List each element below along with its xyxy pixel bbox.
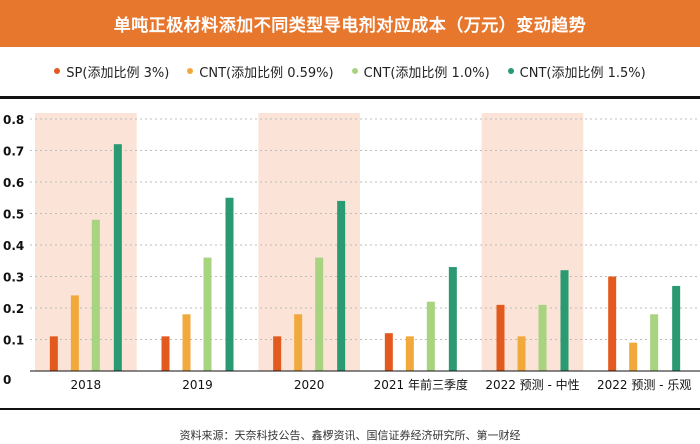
chart-title: 单吨正极材料添加不同类型导电剂对应成本（万元）变动趋势 [113, 16, 587, 36]
x-tick-label: 2022 预测 - 乐观 [597, 378, 691, 392]
legend-label: CNT(添加比例 1.0%) [363, 65, 490, 81]
bar [496, 304, 505, 371]
bar [273, 336, 282, 371]
legend-item: CNT(添加比例 0.59%) [187, 62, 334, 81]
y-tick-label: 0.2 [3, 302, 24, 316]
bar [161, 336, 170, 371]
x-tick-label: 2021 年前三季度 [374, 377, 468, 392]
legend-item: CNT(添加比例 1.5%) [507, 62, 646, 81]
legend-marker [507, 68, 514, 74]
bar [560, 270, 569, 371]
bar [49, 336, 58, 371]
chart-title-banner: 单吨正极材料添加不同类型导电剂对应成本（万元）变动趋势 [0, 0, 700, 47]
bar [225, 197, 234, 371]
legend-item: CNT(添加比例 1.0%) [351, 62, 490, 81]
bar [629, 342, 638, 371]
bar [448, 267, 457, 371]
legend-label: CNT(添加比例 1.5%) [519, 65, 646, 81]
bar [405, 336, 414, 371]
y-tick-label: 0.5 [3, 208, 24, 222]
y-tick-label: 0.1 [3, 334, 24, 348]
legend-label: CNT(添加比例 0.59%) [199, 65, 334, 81]
bar [182, 314, 191, 371]
bar [294, 314, 303, 371]
source-note: 资料来源：天奈科技公告、鑫椤资讯、国信证券经济研究所、第一财经 [179, 429, 521, 442]
bar [384, 333, 393, 371]
bar [315, 257, 324, 371]
x-tick-label: 2020 [294, 378, 325, 392]
bar [608, 276, 617, 371]
y-tick-label: 0.3 [3, 271, 24, 285]
legend-marker [54, 68, 61, 74]
legend-marker [187, 68, 194, 74]
legend: SP(添加比例 3%) CNT(添加比例 0.59%) CNT(添加比例 1.0%)… [0, 58, 700, 84]
x-tick-label: 2018 [71, 378, 102, 392]
legend-marker [351, 68, 358, 74]
y-tick-label: 0.7 [3, 145, 24, 159]
bar [517, 336, 526, 371]
bar [672, 285, 681, 371]
bar [337, 200, 346, 371]
x-tick-label: 2022 预测 - 中性 [485, 377, 579, 392]
bar [203, 257, 212, 371]
bar [426, 301, 435, 371]
bar [650, 314, 659, 371]
bar [113, 144, 122, 371]
bar-chart: 0 0.1 0.2 0.3 0.4 0.5 0.6 0.7 0.8 2018 2019 2020 202… [0, 113, 700, 410]
legend-label: SP(添加比例 3%) [66, 65, 170, 81]
bar [91, 219, 100, 371]
y-tick-label: 0.8 [3, 113, 24, 127]
x-tick-label: 2019 [182, 378, 213, 392]
y-tick-label: 0.6 [3, 176, 24, 190]
bar [538, 304, 547, 371]
y-tick-label: 0 [3, 373, 11, 387]
legend-item: SP(添加比例 3%) [54, 62, 169, 81]
title-divider [0, 96, 700, 99]
y-tick-label: 0.4 [3, 239, 24, 253]
bar [70, 295, 79, 371]
